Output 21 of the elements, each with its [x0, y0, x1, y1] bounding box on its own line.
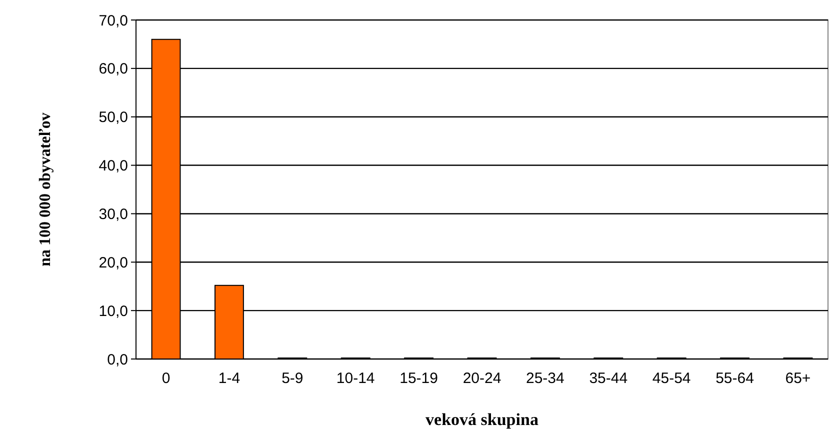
- y-tick-label: 40,0: [98, 158, 128, 175]
- y-axis-title: na 100 000 obyvateľov: [37, 112, 54, 266]
- x-tick-label: 10-14: [336, 370, 375, 387]
- x-tick-label: 0: [162, 370, 170, 387]
- y-tick-label: 20,0: [98, 254, 128, 272]
- x-tick-label: 1-4: [218, 370, 240, 387]
- x-tick-label: 20-24: [462, 370, 502, 387]
- x-tick-label: 45-54: [652, 370, 691, 387]
- y-tick-label: 60,0: [98, 60, 128, 78]
- y-tick-label: 30,0: [98, 206, 128, 223]
- y-tick-label: 10,0: [98, 302, 128, 320]
- x-tick-label: 35-44: [589, 370, 628, 387]
- y-tick-label: 0,0: [107, 351, 128, 368]
- x-tick-label: 55-64: [716, 370, 754, 387]
- x-tick-label: 15-19: [400, 370, 438, 387]
- y-tick-label: 70,0: [98, 12, 128, 30]
- y-tick-label: 50,0: [98, 109, 128, 126]
- x-tick-label: 5-9: [282, 370, 304, 387]
- x-tick-label: 65+: [785, 370, 811, 387]
- x-axis-title: veková skupina: [426, 410, 539, 429]
- x-tick-label: 25-34: [526, 370, 564, 387]
